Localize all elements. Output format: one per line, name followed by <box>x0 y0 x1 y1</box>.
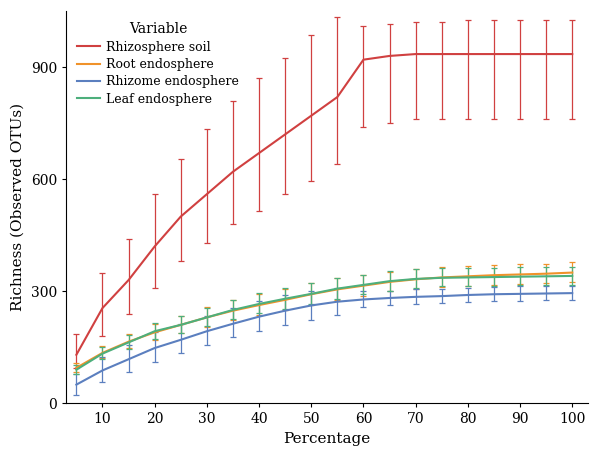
Rhizome endosphere <box>516 291 524 297</box>
Rhizome endosphere <box>255 314 262 319</box>
Leaf endosphere <box>177 322 184 328</box>
Root endosphere <box>516 272 524 277</box>
Leaf endosphere <box>255 301 262 307</box>
Root endosphere <box>543 271 550 276</box>
Root endosphere <box>125 339 132 345</box>
Rhizosphere soil <box>255 150 262 156</box>
Rhizosphere soil <box>73 352 80 357</box>
Rhizome endosphere <box>125 356 132 362</box>
Rhizosphere soil <box>491 51 498 57</box>
Line: Rhizosphere soil: Rhizosphere soil <box>77 54 572 355</box>
Root endosphere <box>568 270 576 275</box>
Root endosphere <box>203 315 210 320</box>
Line: Rhizome endosphere: Rhizome endosphere <box>77 293 572 385</box>
Leaf endosphere <box>229 307 237 313</box>
Root endosphere <box>438 275 445 280</box>
Rhizome endosphere <box>151 345 158 351</box>
Leaf endosphere <box>516 274 524 279</box>
Leaf endosphere <box>99 351 106 356</box>
Leaf endosphere <box>334 286 341 292</box>
Rhizosphere soil <box>543 51 550 57</box>
Root endosphere <box>386 279 393 285</box>
Rhizome endosphere <box>203 329 210 334</box>
Rhizosphere soil <box>229 169 237 175</box>
Root endosphere <box>491 272 498 278</box>
Rhizome endosphere <box>308 303 315 308</box>
Leaf endosphere <box>125 340 132 345</box>
Rhizome endosphere <box>73 382 80 388</box>
Rhizosphere soil <box>99 305 106 311</box>
Legend: Rhizosphere soil, Root endosphere, Rhizome endosphere, Leaf endosphere: Rhizosphere soil, Root endosphere, Rhizo… <box>72 17 244 111</box>
Rhizome endosphere <box>386 295 393 301</box>
Root endosphere <box>360 283 367 288</box>
Rhizosphere soil <box>360 57 367 63</box>
Rhizosphere soil <box>464 51 471 57</box>
Rhizome endosphere <box>360 297 367 302</box>
Leaf endosphere <box>568 273 576 279</box>
Rhizome endosphere <box>282 308 289 314</box>
Y-axis label: Richness (Observed OTUs): Richness (Observed OTUs) <box>11 103 25 311</box>
Root endosphere <box>99 350 106 356</box>
Root endosphere <box>282 297 289 303</box>
Root endosphere <box>229 308 237 314</box>
Rhizome endosphere <box>491 292 498 297</box>
Root endosphere <box>73 365 80 371</box>
Leaf endosphere <box>73 367 80 372</box>
Root endosphere <box>412 276 419 282</box>
Leaf endosphere <box>491 274 498 280</box>
X-axis label: Percentage: Percentage <box>283 432 371 446</box>
Rhizosphere soil <box>203 191 210 197</box>
Rhizome endosphere <box>438 293 445 299</box>
Root endosphere <box>255 303 262 308</box>
Leaf endosphere <box>282 296 289 302</box>
Root endosphere <box>177 322 184 328</box>
Rhizome endosphere <box>568 290 576 296</box>
Rhizome endosphere <box>177 337 184 343</box>
Rhizome endosphere <box>334 299 341 304</box>
Rhizosphere soil <box>386 53 393 58</box>
Rhizome endosphere <box>464 292 471 298</box>
Leaf endosphere <box>308 291 315 297</box>
Rhizosphere soil <box>516 51 524 57</box>
Rhizosphere soil <box>151 244 158 249</box>
Leaf endosphere <box>203 315 210 320</box>
Root endosphere <box>334 287 341 292</box>
Rhizosphere soil <box>282 132 289 137</box>
Leaf endosphere <box>464 275 471 280</box>
Rhizome endosphere <box>543 291 550 296</box>
Rhizome endosphere <box>99 368 106 373</box>
Leaf endosphere <box>438 275 445 281</box>
Root endosphere <box>308 292 315 297</box>
Rhizosphere soil <box>334 94 341 100</box>
Rhizome endosphere <box>412 294 419 300</box>
Line: Root endosphere: Root endosphere <box>77 272 572 368</box>
Rhizosphere soil <box>125 277 132 283</box>
Rhizosphere soil <box>177 214 184 219</box>
Line: Leaf endosphere: Leaf endosphere <box>77 276 572 370</box>
Rhizosphere soil <box>308 113 315 118</box>
Leaf endosphere <box>543 274 550 279</box>
Rhizosphere soil <box>568 51 576 57</box>
Rhizosphere soil <box>412 51 419 57</box>
Leaf endosphere <box>412 276 419 282</box>
Leaf endosphere <box>386 278 393 284</box>
Leaf endosphere <box>360 282 367 287</box>
Root endosphere <box>464 274 471 279</box>
Rhizome endosphere <box>229 321 237 326</box>
Leaf endosphere <box>151 329 158 334</box>
Root endosphere <box>151 329 158 335</box>
Rhizosphere soil <box>438 51 445 57</box>
